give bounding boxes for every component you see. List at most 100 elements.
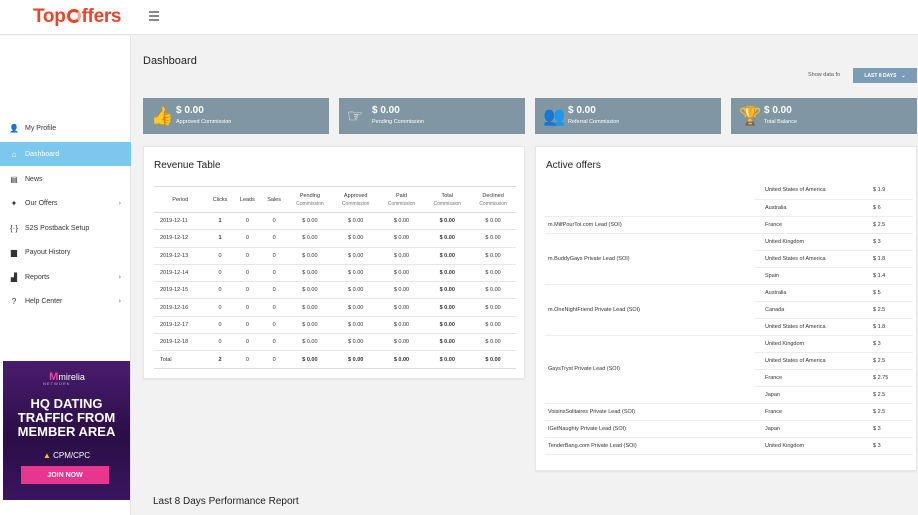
- show-data-label: Show data fo: [808, 72, 841, 78]
- table-cell: $ 0.00: [470, 350, 516, 369]
- table-cell: $ 0.00: [378, 333, 425, 352]
- table-cell: $ 0.00: [424, 350, 471, 369]
- offer-name[interactable]: VoisinsSolitaires Private Lead (SOI): [545, 403, 755, 421]
- offer-country: Australia: [755, 199, 867, 217]
- table-cell: 0: [261, 316, 288, 335]
- table-cell: $ 0.00: [378, 298, 425, 317]
- sidebar-item-help-center[interactable]: ? Help Center ›: [0, 289, 131, 313]
- table-row: 2019-12-18 0 0 0 $ 0.00 $ 0.00 $ 0.00 $ 0.00 $ 0…: [154, 333, 516, 352]
- period-select[interactable]: LAST 8 DAYS ⌄: [853, 68, 917, 83]
- stat-card-approved-commission: 👍 $ 0.00 Approved Commission: [143, 98, 329, 134]
- sidebar: 👤 My Profile ⌂ Dashboard ▤ News ✦ Our Offers › {·…: [0, 36, 131, 515]
- sidebar-item-my-profile[interactable]: 👤 My Profile: [0, 116, 131, 140]
- table-cell: $ 0.00: [470, 281, 516, 300]
- offer-name[interactable]: GaysTryst Private Lead (SOI): [545, 335, 755, 404]
- stat-card-pending-commission: ☞ $ 0.00 Pending Commission: [339, 98, 525, 134]
- offer-payout: $ 1.9: [867, 182, 913, 200]
- sidebar-item-payout-history[interactable]: ▆ Payout History: [0, 240, 131, 264]
- table-cell: 0: [233, 264, 262, 283]
- sidebar-item-label: Help Center: [25, 297, 63, 305]
- offer-country: Canada: [755, 301, 867, 319]
- offer-country: United States of America: [755, 352, 867, 370]
- column-header: Approved Commission: [332, 186, 379, 213]
- table-row: 2019-12-17 0 0 0 $ 0.00 $ 0.00 $ 0.00 $ 0.00 $ 0…: [154, 316, 516, 335]
- offer-row: United States of America $ 1.9: [545, 182, 913, 217]
- offer-name[interactable]: TenderBang.com Private Lead (SOI): [545, 437, 755, 455]
- user-icon: 👤: [9, 123, 19, 133]
- offer-name[interactable]: IGetNaughty Private Lead (SOI): [545, 420, 755, 438]
- table-cell: 0: [206, 316, 234, 335]
- offer-payout: $ 2.5: [867, 352, 913, 370]
- stat-card-referral-commission: 👥 $ 0.00 Referral Commission: [535, 98, 721, 134]
- table-cell: 0: [206, 247, 234, 265]
- column-header: Pending Commission: [287, 186, 333, 213]
- offers-table: United States of America $ 1.9 Australia $ …: [545, 182, 913, 455]
- offer-name: [545, 182, 755, 217]
- code-icon: {·}: [9, 223, 18, 233]
- table-cell: 2019-12-12: [154, 229, 207, 248]
- table-cell: $ 0.00: [378, 247, 425, 265]
- menu-toggle-icon[interactable]: [149, 11, 159, 21]
- offer-payout: $ 3: [867, 233, 913, 251]
- offer-row: GaysTryst Private Lead (SOI) United Kingd…: [545, 335, 913, 404]
- offer-name[interactable]: m.MilfPourToi.com Lead (SOI): [545, 216, 755, 234]
- table-cell: 0: [261, 229, 288, 248]
- ad-network: NETWORK: [43, 381, 71, 386]
- offer-name[interactable]: m.BuddyGays Private Lead (SOI): [545, 233, 755, 285]
- ad-headline-2: TRAFFIC FROM: [17, 410, 116, 425]
- column-header: Clicks: [206, 186, 234, 213]
- stat-label: Approved Commission: [176, 119, 232, 125]
- offer-row: United States of America $ 1.8: [545, 318, 913, 336]
- table-row: 2019-12-16 0 0 0 $ 0.00 $ 0.00 $ 0.00 $ 0.00 $ 0…: [154, 298, 516, 317]
- table-cell: $ 0.00: [332, 264, 379, 283]
- table-cell: $ 0.00: [378, 281, 425, 300]
- table-cell: $ 0.00: [287, 247, 333, 265]
- offer-row: m.OneNightFriend Private Lead (SOI) Austr…: [545, 284, 913, 336]
- ad-cpm: ▲ CPM/CPC: [42, 451, 91, 460]
- sidebar-item-reports[interactable]: ▟ Reports ›: [0, 265, 131, 289]
- logo-text-start: Top: [33, 6, 66, 27]
- table-row: 2019-12-14 0 0 0 $ 0.00 $ 0.00 $ 0.00 $ 0.00 $ 0…: [154, 264, 516, 283]
- offer-payout: $ 1.8: [867, 250, 913, 268]
- offer-country: United States of America: [755, 250, 867, 268]
- stat-value: $ 0.00: [176, 105, 204, 116]
- offer-country: Japan: [755, 420, 867, 438]
- offer-name[interactable]: m.OneNightFriend Private Lead (SOI): [545, 284, 755, 336]
- offer-row: VoisinsSolitaires Private Lead (SOI) Fran…: [545, 403, 913, 421]
- offer-row: TenderBang.com Private Lead (SOI) United …: [545, 437, 913, 455]
- table-row: 2019-12-13 0 0 0 $ 0.00 $ 0.00 $ 0.00 $ 0.00 $ 0…: [154, 247, 516, 265]
- table-cell: 0: [206, 264, 234, 283]
- sidebar-item-s2s-postback-setup[interactable]: {·} S2S Postback Setup: [0, 216, 131, 240]
- logo[interactable]: Top ffers: [33, 6, 122, 28]
- table-cell: $ 0.00: [332, 298, 379, 317]
- sidebar-item-label: Dashboard: [25, 150, 60, 158]
- ad-headline-3: MEMBER AREA: [17, 424, 116, 439]
- table-cell: $ 0.00: [424, 281, 471, 300]
- stat-label: Referral Commission: [568, 119, 620, 125]
- offer-row: United States of America $ 2.5: [545, 352, 913, 370]
- stat-value: $ 0.00: [764, 105, 792, 116]
- sidebar-item-news[interactable]: ▤ News: [0, 167, 131, 191]
- ad-headline-1: HQ DATING: [30, 396, 103, 411]
- table-cell: 1: [206, 212, 234, 231]
- table-cell: $ 0.00: [424, 264, 471, 283]
- revenue-table: Period Clicks Leads Sales Pending Commission A…: [154, 186, 516, 369]
- table-cell: $ 0.00: [287, 333, 333, 352]
- table-cell: $ 0.00: [287, 212, 333, 231]
- performance-title: Last 8 Days Performance Report: [153, 496, 299, 507]
- column-header: Total Commission: [424, 186, 471, 213]
- offer-row: Japan $ 2.5: [545, 386, 913, 404]
- offer-country: Japan: [755, 386, 867, 404]
- offer-country: United Kingdom: [755, 335, 867, 353]
- offer-payout: $ 2.5: [867, 216, 913, 234]
- ad-banner[interactable]: Mmirelia NETWORK HQ DATING TRAFFIC FROM …: [3, 361, 130, 500]
- table-cell: 0: [261, 212, 288, 231]
- join-now-button[interactable]: JOIN NOW: [21, 466, 109, 484]
- offer-row: Spain $ 1.4: [545, 267, 913, 285]
- table-cell: 2019-12-16: [154, 298, 207, 317]
- sidebar-item-our-offers[interactable]: ✦ Our Offers ›: [0, 191, 131, 215]
- column-header: Sales: [261, 186, 288, 213]
- sidebar-item-dashboard[interactable]: ⌂ Dashboard: [0, 142, 131, 166]
- table-cell: 2019-12-15: [154, 281, 207, 300]
- table-cell: 2019-12-11: [154, 212, 207, 231]
